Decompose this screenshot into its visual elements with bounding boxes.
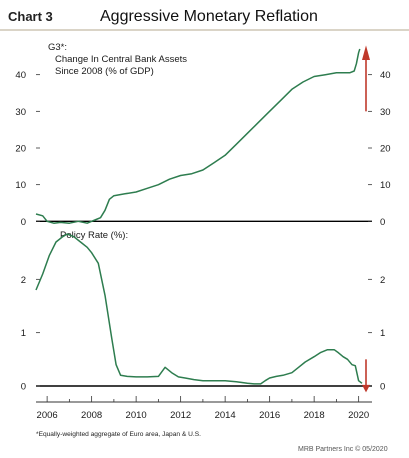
chart-title: Aggressive Monetary Reflation <box>100 8 318 25</box>
panel-label-line: Since 2008 (% of GDP) <box>55 66 154 77</box>
y-tick-label-right: 40 <box>380 70 391 81</box>
x-tick-label: 2008 <box>81 410 102 421</box>
down-arrow-icon <box>362 384 370 393</box>
y-tick-label-left: 0 <box>21 382 26 393</box>
y-tick-label-right: 0 <box>380 382 385 393</box>
panel-label-line: Policy Rate (%): <box>60 230 128 241</box>
y-tick-label-left: 10 <box>15 180 26 191</box>
x-tick-label: 2016 <box>259 410 280 421</box>
chart-number: Chart 3 <box>8 9 53 24</box>
series-line <box>35 48 361 224</box>
y-tick-label-right: 10 <box>380 180 391 191</box>
source-credit: MRB Partners Inc © 05/2020 <box>298 445 388 453</box>
y-tick-label-left: 20 <box>15 144 26 155</box>
x-tick-label: 2010 <box>126 410 147 421</box>
x-tick-label: 2012 <box>170 410 191 421</box>
y-tick-label-right: 30 <box>380 107 391 118</box>
panel-central-bank-assets: 0 0 10 10 20 20 30 30 40 40 G3*:Change In Central … <box>15 42 390 228</box>
up-arrow-icon <box>362 45 370 60</box>
footnote: *Equally-weighted aggregate of Euro area… <box>36 431 201 438</box>
series-line <box>35 233 363 385</box>
panel-policy-rate: 0 0 1 1 2 2 Policy Rate (%): 2006 2008 2010 2012 20… <box>21 230 386 421</box>
y-tick-label-right: 20 <box>380 144 391 155</box>
y-tick-label-right: 0 <box>380 217 385 228</box>
panel-label-line: G3*: <box>48 42 67 53</box>
x-tick-label: 2018 <box>304 410 325 421</box>
x-tick-label: 2006 <box>37 410 58 421</box>
x-tick-label: 2020 <box>348 410 369 421</box>
y-tick-label-right: 1 <box>380 328 385 339</box>
y-tick-label-left: 1 <box>21 328 26 339</box>
y-tick-label-right: 2 <box>380 275 385 286</box>
panel-label-line: Change In Central Bank Assets <box>55 54 187 65</box>
y-tick-label-left: 2 <box>21 275 26 286</box>
y-tick-label-left: 40 <box>15 70 26 81</box>
y-tick-label-left: 0 <box>21 217 26 228</box>
x-tick-label: 2014 <box>215 410 236 421</box>
y-tick-label-left: 30 <box>15 107 26 118</box>
